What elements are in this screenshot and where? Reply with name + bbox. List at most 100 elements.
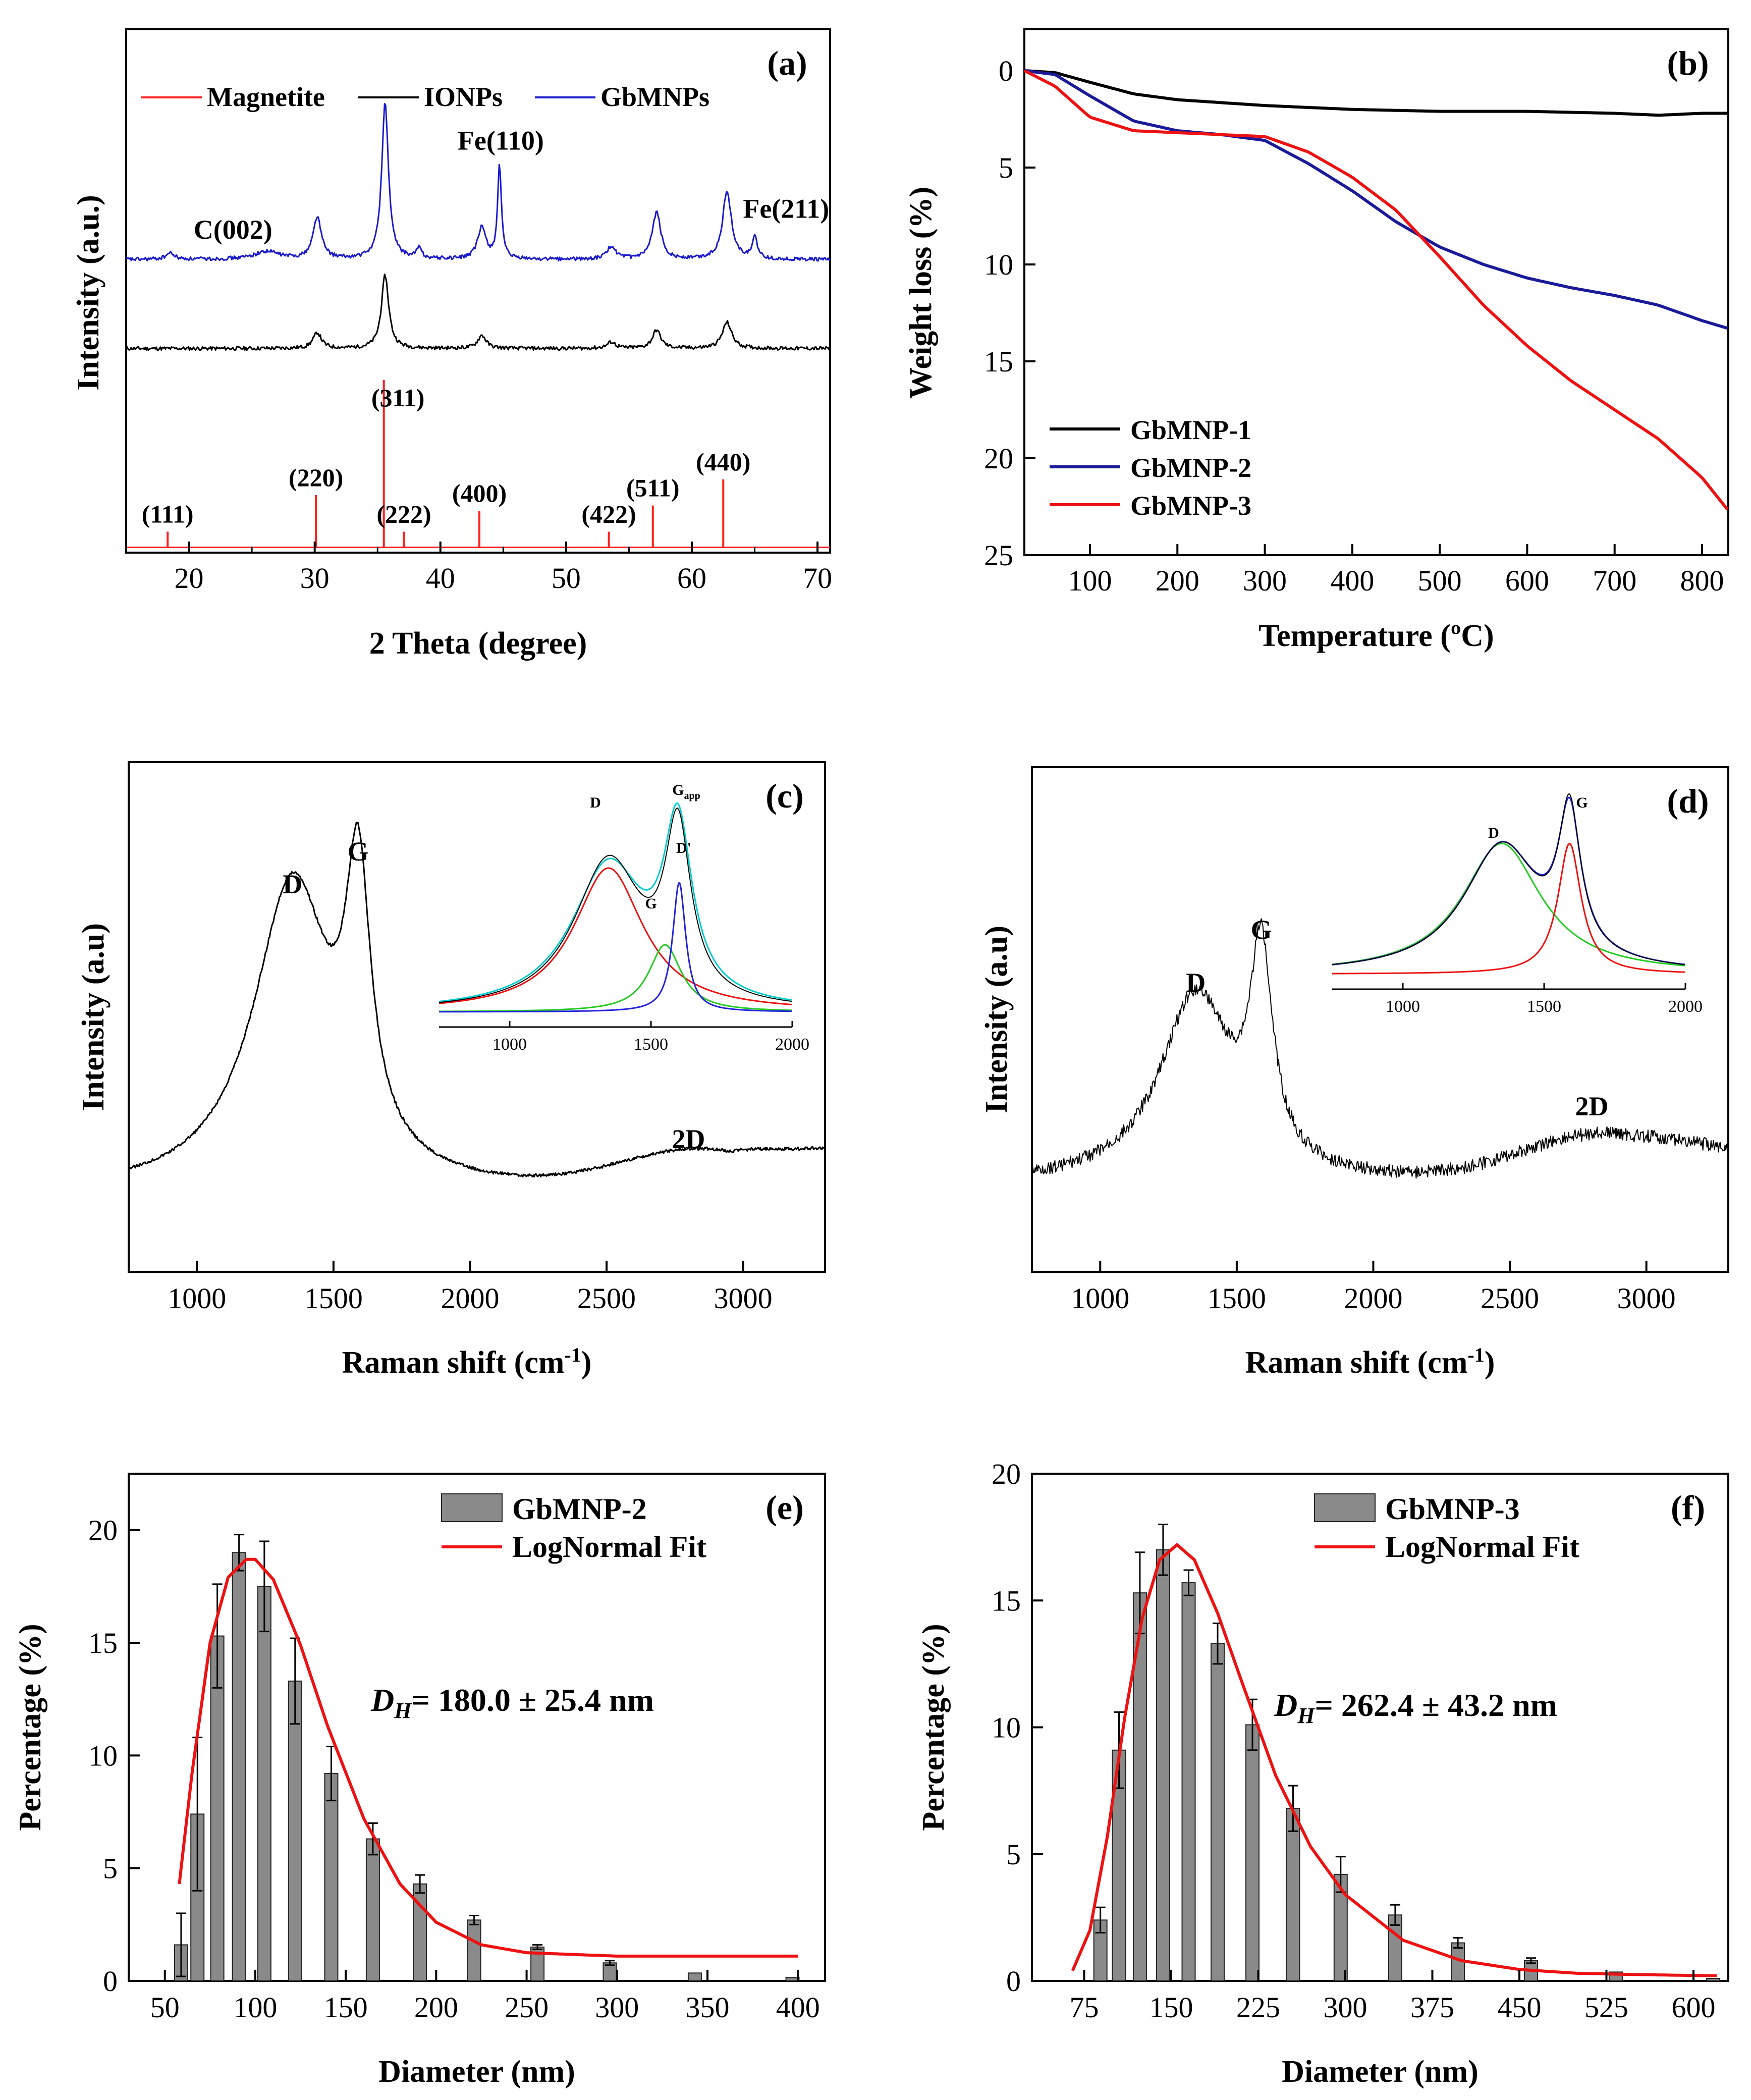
histogram-bar [1245,1724,1260,1982]
inset-tick-label: 1000 [1386,997,1420,1016]
hkl-label: (311) [371,384,425,412]
legend-label: GbMNPs [600,82,709,112]
x-tick-label: 300 [1243,564,1287,597]
x-tick-label: 20 [175,562,204,595]
y-tick-label: 20 [88,1514,118,1547]
phase-annotation: C(002) [194,214,272,245]
hkl-label: (220) [289,463,343,492]
x-tick-label: 800 [1680,564,1724,597]
x-tick-label: 600 [1672,1991,1716,2024]
phase-annotation: Fe(211) [743,193,829,224]
panel-b-frame [1023,28,1729,556]
raman-spectrum [1031,918,1729,1179]
xrd-trace-gbmnps [126,103,831,262]
y-tick-label: 20 [992,1458,1021,1490]
inset-component [1332,796,1685,965]
panel-label: (d) [1667,782,1709,820]
annotation-symbol: D [370,1682,394,1718]
x-tick-label: 70 [803,562,832,595]
x-tick-label: 300 [595,1991,639,2024]
hkl-label: (111) [142,500,194,528]
x-axis-label: 2 Theta (degree) [369,626,587,661]
panel-d: D G 2D (d) 1000 1500 2000 2500 3000 Raman shift (… [979,766,1729,1380]
histogram-bar [1706,1977,1721,1982]
inset-tick-label: 1500 [1527,997,1561,1016]
inset-component [439,944,792,1012]
peak-label: D [1186,967,1206,998]
inset-peak-label: G [645,895,656,912]
x-tick-label: 50 [552,562,581,595]
x-tick-label: 100 [1068,564,1112,597]
y-tick-label: 5 [1006,1838,1021,1871]
y-tick-label: 0 [999,55,1013,87]
inset-component [1332,842,1685,975]
x-tick-label: 2000 [1344,1282,1402,1315]
y-tick-label: 15 [88,1627,118,1659]
label-subscript: app [684,790,700,801]
y-axis-label: Intensity (a.u.) [71,195,105,391]
histogram-bar [1156,1549,1170,1981]
peak-label: G [348,836,369,867]
x-tick-label: 300 [1324,1991,1367,2024]
x-tick-label: 60 [677,562,706,595]
x-tick-label: 1500 [1208,1282,1266,1315]
y-axis-label: Intensity (a.u) [979,926,1014,1113]
panel-c: D G 2D (c) 1000 1500 2000 2500 3000 Raman shift (… [76,761,826,1380]
legend-label: GbMNP-3 [1385,1492,1520,1526]
inset-peak-label: Gapp [672,782,700,801]
x-tick-label: 2000 [441,1282,499,1315]
hkl-label: (222) [376,500,431,528]
x-tick-label: 2500 [1481,1282,1539,1315]
x-tick-label: 150 [1150,1991,1193,2024]
histogram-bar [324,1773,339,1981]
inset-component [439,867,792,1005]
panel-label: (a) [767,44,807,82]
x-axis-label: Diameter (nm) [1282,2055,1479,2089]
x-axis-label: Temperature (ºC) [1258,619,1494,653]
x-tick-label: 40 [426,562,455,595]
legend-label: GbMNP-2 [1130,453,1251,483]
annotation-symbol: D [1274,1687,1297,1723]
panel-c-frame [128,761,826,1273]
inset-component [439,802,792,1002]
histogram-bar [257,1586,271,1981]
inset-component [439,807,792,1003]
peak-label: G [1251,914,1272,945]
legend-label: LogNormal Fit [1385,1530,1579,1564]
unit-close: ) [1485,1345,1495,1380]
inset-peak-label: D [590,794,601,811]
histogram-bar [365,1838,380,1982]
y-tick-label: 20 [984,442,1013,475]
histogram-bar [1286,1808,1300,1982]
y-tick-label: 5 [103,1852,118,1885]
y-axis-label: Intensity (a.u) [76,923,111,1111]
hkl-label: (440) [696,448,750,476]
inset-component [1332,842,1685,966]
histogram-bar [467,1919,481,1981]
panel-label: (b) [1667,44,1709,82]
panel-a: (111) (220) (311) (222) (400) (422)(511) (440)… [71,28,832,661]
inset-tick-label: 1500 [634,1035,668,1054]
y-tick-label: 10 [992,1711,1021,1744]
histogram-bar [1211,1643,1225,1982]
panel-label: (c) [765,777,803,815]
inset-tick-label: 2000 [775,1035,809,1054]
tga-curve-gbmnp-2 [1024,69,1728,330]
x-tick-label: 3000 [714,1282,773,1315]
x-tick-label: 700 [1593,564,1636,597]
legend-swatch [1314,1493,1376,1522]
inset-component [1332,793,1685,965]
x-tick-label: 525 [1584,1991,1628,2024]
unit-close: ) [581,1345,592,1380]
panel-d-frame [1031,766,1729,1273]
legend-label: GbMNP-3 [1130,491,1251,521]
x-tick-label: 375 [1410,1991,1454,2024]
tga-curve-gbmnp-1 [1024,69,1728,117]
x-axis-label: Raman shift (cm-1) [342,1343,592,1380]
size-annotation: DH= 180.0 ± 25.4 nm [370,1682,654,1723]
inset-tick-label: 2000 [1668,997,1703,1016]
legend-label: LogNormal Fit [512,1530,706,1564]
inset-component [439,882,792,1013]
y-axis-label: Percentage (%) [13,1624,47,1830]
